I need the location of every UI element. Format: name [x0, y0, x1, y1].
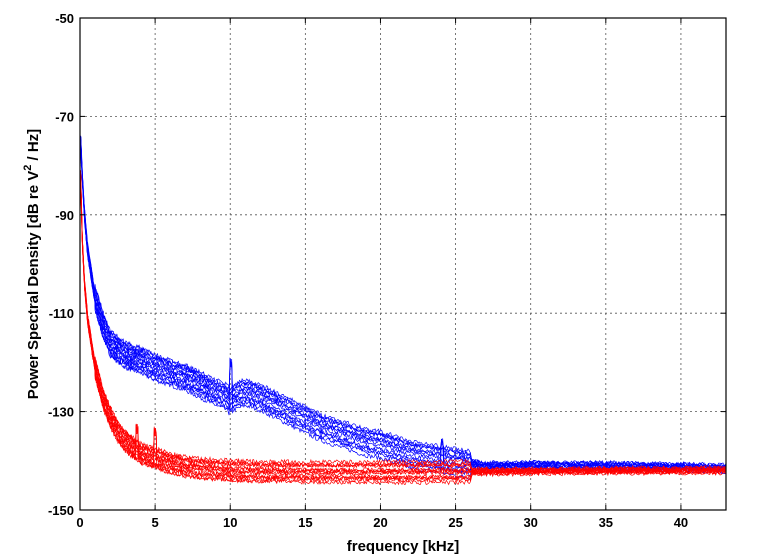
- y-tick-label: -70: [55, 109, 74, 124]
- tick-layer: 0 5 10 15 20 25 30 35 40 -150 -130 -110 -90 -70 -50: [48, 11, 726, 530]
- x-tick-label: 30: [523, 515, 537, 530]
- series-line: [79, 145, 727, 472]
- x-tick-label: 35: [599, 515, 613, 530]
- series-line: [79, 143, 727, 472]
- series-line: [79, 148, 727, 476]
- series-line: [79, 147, 727, 481]
- series-line: [79, 136, 727, 468]
- y-tick-label: -110: [49, 306, 74, 321]
- series-line: [79, 173, 727, 473]
- series-line: [79, 177, 727, 476]
- series-line: [79, 175, 727, 474]
- red-series-group: [79, 170, 727, 486]
- series-line: [79, 135, 727, 469]
- x-tick-label: 10: [223, 515, 237, 530]
- y-tick-label: -130: [48, 405, 74, 420]
- y-axis-label-sup: 2: [22, 165, 34, 171]
- x-tick-label: 5: [151, 515, 158, 530]
- y-axis-label-main: Power Spectral Density [dB re V: [25, 171, 42, 399]
- series-line: [79, 173, 727, 473]
- series-line: [79, 147, 727, 474]
- series-line: [79, 138, 727, 469]
- y-tick-label: -90: [55, 208, 74, 223]
- series-line: [79, 139, 727, 471]
- y-tick-label: -50: [55, 11, 74, 26]
- series-layer: [79, 135, 727, 486]
- series-line: [79, 139, 727, 468]
- series-line: [79, 176, 727, 474]
- y-axis-label: Power Spectral Density [dB re V2 / Hz]: [22, 129, 42, 399]
- series-line: [79, 179, 727, 481]
- plot-frame: [79, 17, 727, 511]
- grid-lines: [80, 18, 726, 510]
- y-axis-label-unit: / Hz]: [25, 129, 42, 165]
- series-line: [79, 139, 727, 470]
- blue-series-group: [79, 135, 727, 481]
- series-line: [79, 180, 727, 482]
- x-tick-label: 15: [298, 515, 312, 530]
- y-tick-label: -150: [48, 503, 74, 518]
- series-line: [79, 174, 727, 473]
- series-line: [79, 179, 727, 477]
- x-tick-label: 0: [76, 515, 83, 530]
- x-axis-label: frequency [kHz]: [347, 538, 460, 555]
- series-line: [79, 177, 727, 475]
- series-line: [79, 179, 727, 481]
- series-line: [79, 141, 727, 470]
- series-line: [79, 136, 727, 469]
- series-line: [79, 144, 727, 471]
- x-tick-label: 20: [373, 515, 387, 530]
- x-tick-label: 25: [448, 515, 462, 530]
- series-line: [79, 181, 727, 484]
- x-tick-label: 40: [674, 515, 688, 530]
- series-line: [79, 170, 727, 473]
